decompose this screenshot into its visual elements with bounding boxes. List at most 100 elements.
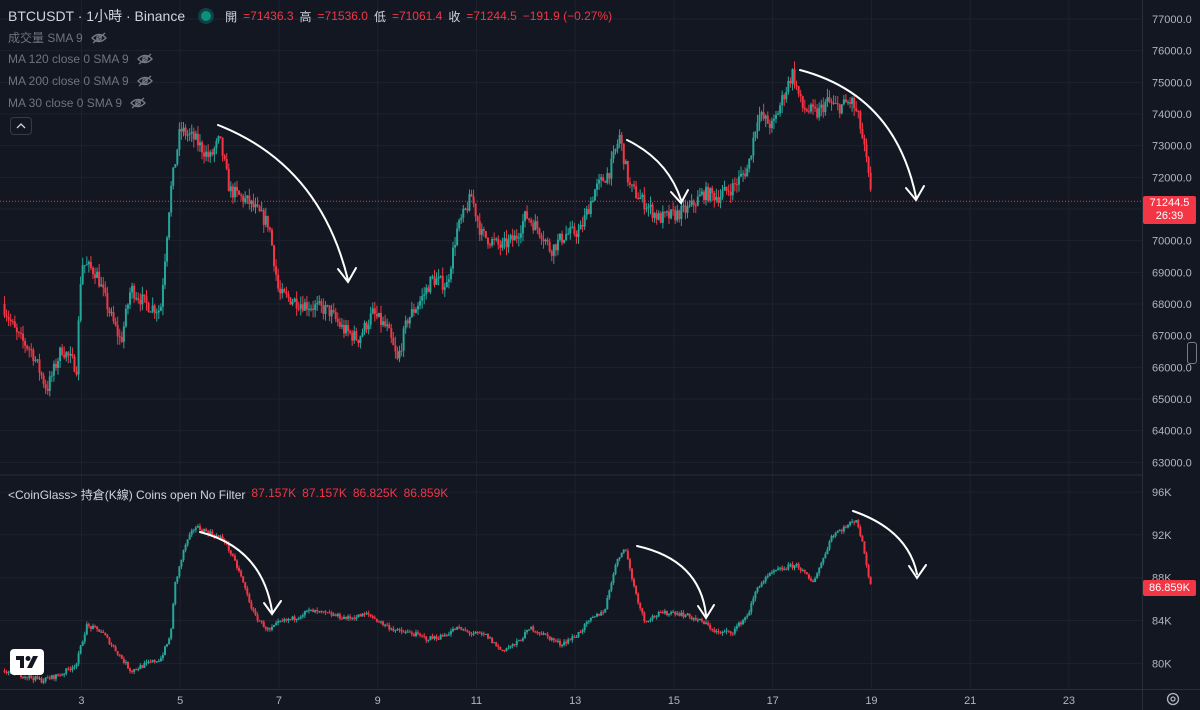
candle-body bbox=[470, 194, 473, 197]
time-tick-label: 15 bbox=[668, 695, 680, 707]
collapse-legend-button[interactable] bbox=[10, 117, 32, 135]
candle-body bbox=[238, 190, 241, 195]
price-tick-label: 77000.0 bbox=[1152, 14, 1192, 26]
scale-handle[interactable] bbox=[1187, 342, 1197, 364]
candle-body bbox=[425, 636, 428, 641]
candle-body bbox=[159, 658, 162, 662]
candle-body bbox=[36, 359, 39, 361]
candle-body bbox=[746, 168, 749, 177]
candle-body bbox=[460, 217, 463, 220]
candle-body bbox=[801, 570, 804, 572]
indicator-row[interactable]: MA 120 close 0 SMA 9 bbox=[8, 52, 153, 66]
candle-body bbox=[279, 620, 282, 622]
eye-slash-icon[interactable] bbox=[136, 53, 153, 65]
candle-body bbox=[832, 102, 835, 104]
tradingview-logo[interactable] bbox=[10, 649, 44, 675]
price-axis[interactable]: 63000.0 64000.0 65000.0 66000.0 67000.0 68000… bbox=[1152, 14, 1192, 469]
candle-body bbox=[48, 677, 51, 679]
chevron-up-icon bbox=[16, 123, 26, 129]
candle-body bbox=[63, 354, 66, 358]
candle-body bbox=[38, 359, 41, 373]
candle-body bbox=[754, 591, 757, 599]
candle-body bbox=[28, 675, 31, 678]
candle-body bbox=[604, 181, 607, 183]
candle-body bbox=[293, 298, 296, 302]
candle-body bbox=[682, 612, 685, 617]
candle-body bbox=[635, 586, 638, 594]
candle-body bbox=[511, 644, 514, 646]
candle-body bbox=[198, 526, 201, 530]
candle-body bbox=[435, 278, 438, 285]
candle-body bbox=[612, 574, 615, 583]
candle-body bbox=[126, 661, 129, 669]
candle-body bbox=[577, 632, 580, 637]
candle-body bbox=[3, 670, 6, 672]
candle-body bbox=[458, 626, 461, 628]
candle-body bbox=[507, 647, 510, 649]
candle-body bbox=[71, 667, 74, 670]
time-axis[interactable]: 3 5 7 9 11 13 15 17 19 21 23 bbox=[78, 695, 1075, 707]
candle-body bbox=[289, 297, 292, 305]
symbol-title[interactable]: BTCUSDT · 1小時 · Binance bbox=[8, 8, 186, 24]
oi-tick-label: 80K bbox=[1152, 658, 1172, 670]
candle-body bbox=[293, 616, 296, 621]
oi-title[interactable]: <CoinGlass> 持倉(K線) Coins open No Filter bbox=[8, 488, 246, 502]
indicator-row[interactable]: MA 200 close 0 SMA 9 bbox=[8, 74, 153, 88]
candle-body bbox=[489, 637, 492, 639]
candle-body bbox=[643, 612, 646, 622]
candle-body bbox=[369, 313, 372, 325]
candle-body bbox=[349, 616, 352, 619]
indicator-row[interactable]: 成交量 SMA 9 bbox=[8, 29, 107, 46]
gear-icon[interactable] bbox=[1166, 692, 1180, 706]
candle-body bbox=[441, 275, 444, 290]
candle-body bbox=[17, 332, 20, 334]
candle-body bbox=[700, 619, 703, 622]
candle-body bbox=[849, 522, 852, 526]
candle-body bbox=[248, 594, 251, 603]
candle-body bbox=[295, 618, 298, 621]
indicator-row[interactable]: MA 30 close 0 SMA 9 bbox=[8, 96, 146, 110]
candle-body bbox=[462, 208, 465, 218]
time-tick-label: 5 bbox=[177, 695, 183, 707]
candle-body bbox=[612, 151, 615, 159]
eye-slash-icon[interactable] bbox=[130, 97, 146, 109]
candle-body bbox=[454, 245, 457, 248]
candle-body bbox=[779, 567, 782, 569]
candle-body bbox=[124, 661, 127, 663]
candle-body bbox=[122, 658, 125, 663]
candle-body bbox=[869, 576, 872, 584]
eye-slash-icon[interactable] bbox=[136, 75, 153, 87]
candle-body bbox=[431, 276, 434, 278]
price-tick-label: 70000.0 bbox=[1152, 236, 1192, 248]
candle-body bbox=[569, 227, 572, 234]
candle-body bbox=[73, 666, 76, 668]
candle-body bbox=[484, 633, 487, 635]
candle-body bbox=[437, 638, 440, 640]
candle-body bbox=[264, 215, 267, 225]
candle-body bbox=[5, 315, 8, 317]
candle-body bbox=[468, 631, 471, 634]
candle-body bbox=[217, 136, 220, 142]
eye-slash-icon[interactable] bbox=[90, 32, 107, 44]
candle-body bbox=[392, 337, 395, 346]
candle-body bbox=[688, 613, 691, 617]
candle-body bbox=[172, 167, 175, 186]
candle-body bbox=[417, 632, 420, 634]
candle-body bbox=[421, 635, 424, 637]
candle-body bbox=[752, 598, 755, 604]
candle-body bbox=[532, 626, 535, 632]
candle-body bbox=[489, 244, 492, 246]
price-tick-label: 72000.0 bbox=[1152, 172, 1192, 184]
candle-body bbox=[822, 558, 825, 564]
candle-body bbox=[832, 535, 835, 537]
candle-body bbox=[398, 629, 401, 631]
oi-candles bbox=[3, 518, 872, 685]
candle-body bbox=[659, 611, 662, 613]
candle-body bbox=[435, 636, 438, 639]
candle-body bbox=[809, 578, 812, 581]
candle-body bbox=[394, 345, 397, 352]
candle-body bbox=[106, 635, 109, 638]
candle-body bbox=[468, 194, 471, 211]
